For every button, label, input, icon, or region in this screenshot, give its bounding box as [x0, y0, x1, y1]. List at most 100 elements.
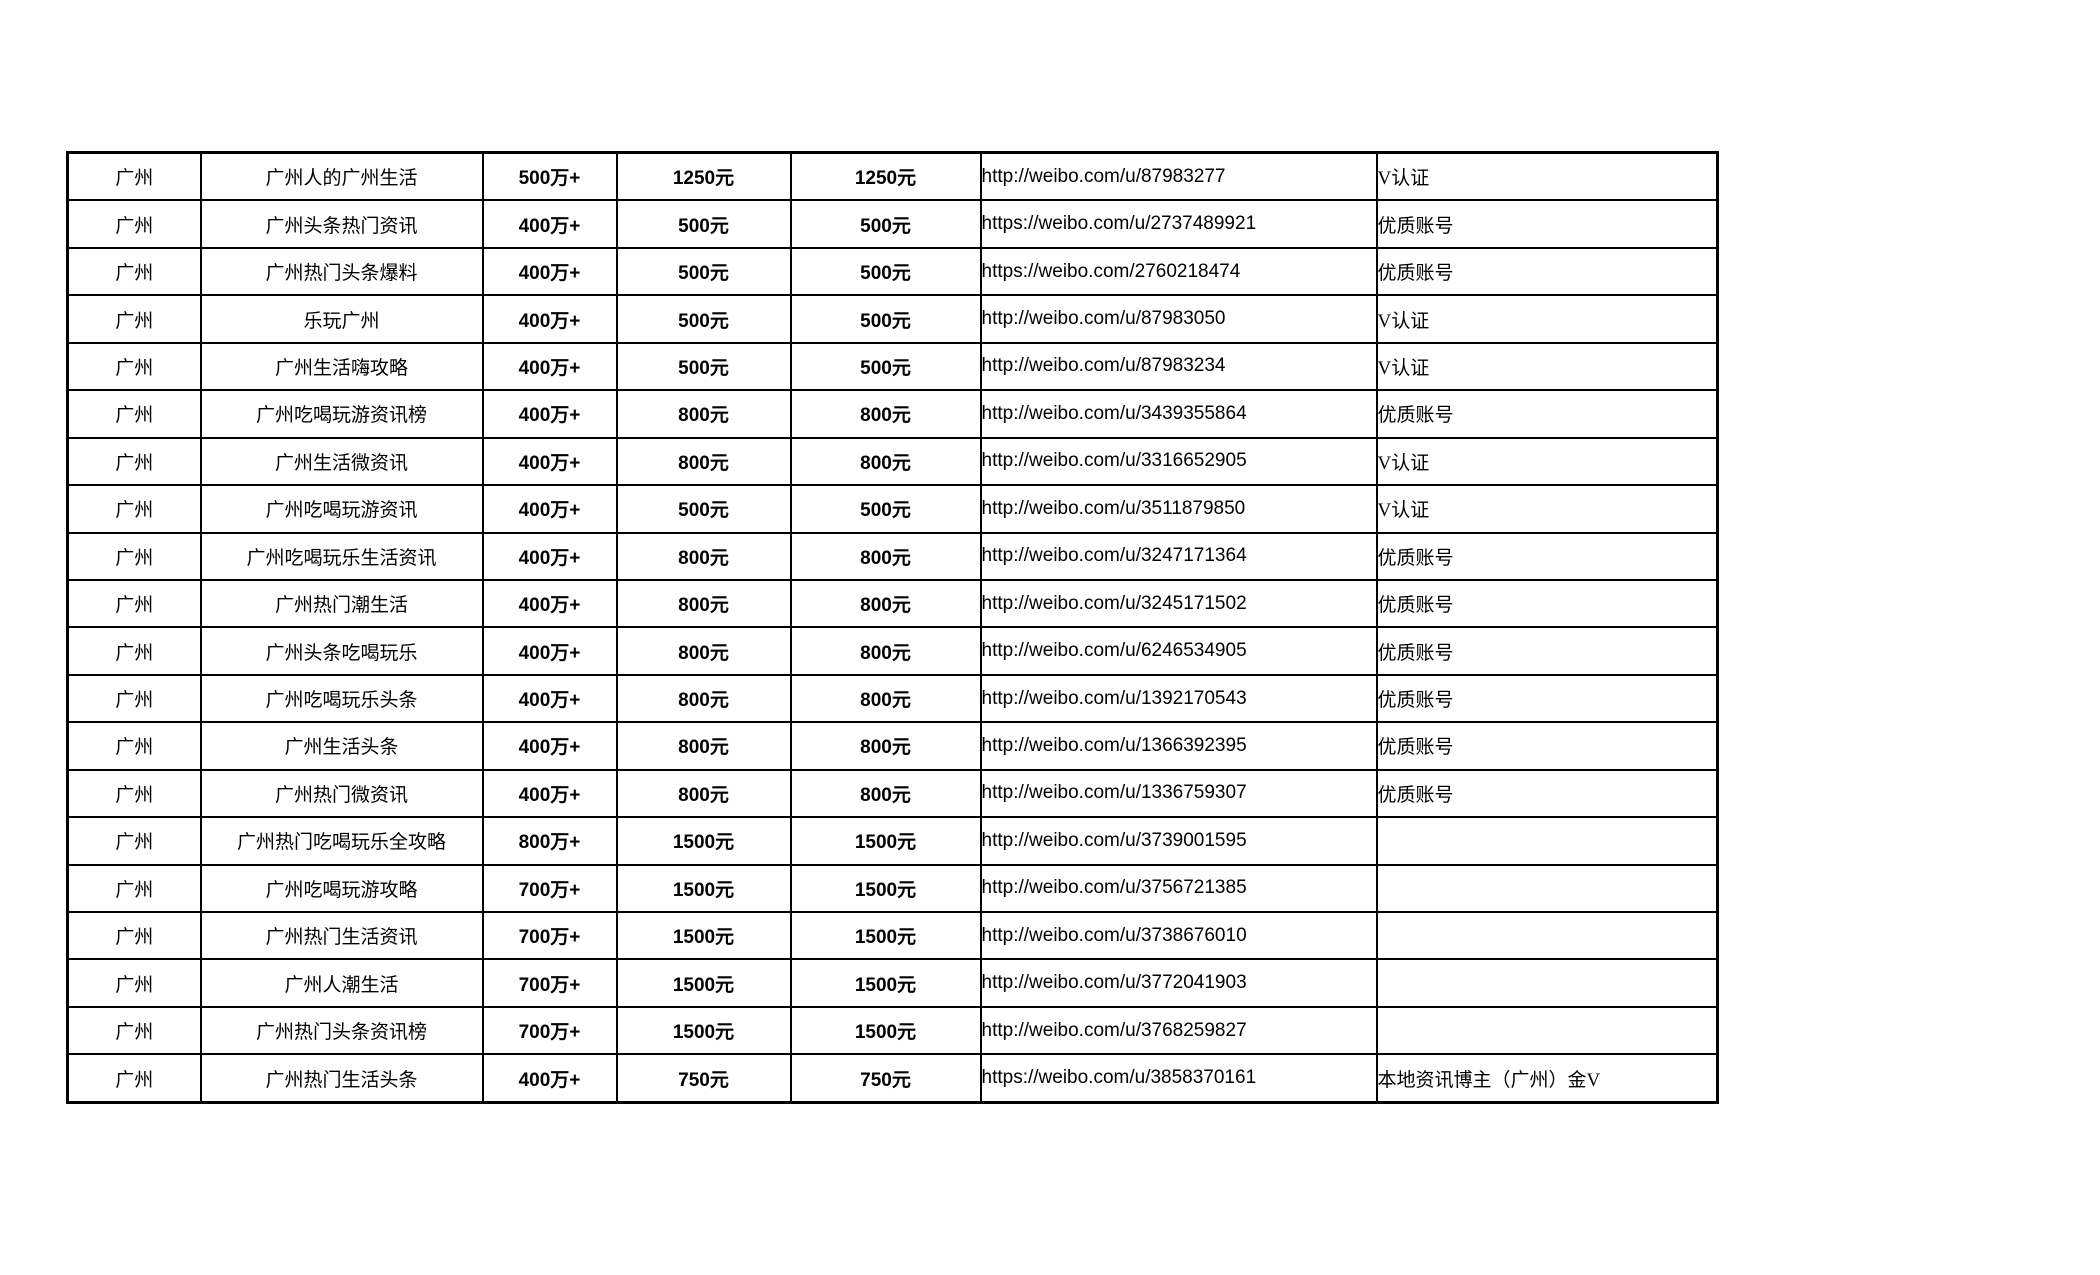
- cell-note: V认证: [1375, 294, 1719, 344]
- cell-note: 优质账号: [1375, 389, 1719, 439]
- table-row: 广州 广州吃喝玩游攻略 700万+ 1500元 1500元 http://wei…: [66, 863, 1719, 914]
- cell-followers: 700万+: [481, 1005, 618, 1056]
- cell-price-1: 800元: [615, 436, 792, 487]
- table-row: 广州 广州热门生活资讯 700万+ 1500元 1500元 http://wei…: [66, 910, 1719, 961]
- cell-note: 优质账号: [1375, 626, 1719, 676]
- cell-note: 优质账号: [1375, 578, 1719, 629]
- cell-url: http://weibo.com/u/3772041903: [979, 958, 1378, 1008]
- table-row: 广州 广州吃喝玩游资讯 400万+ 500元 500元 http://weibo…: [66, 484, 1719, 534]
- cell-price-2: 1500元: [789, 816, 982, 866]
- cell-url: http://weibo.com/u/1366392395: [979, 721, 1378, 771]
- cell-url: http://weibo.com/u/87983234: [979, 341, 1378, 392]
- cell-price-1: 500元: [615, 246, 792, 297]
- cell-price-1: 1500元: [615, 816, 792, 866]
- cell-account-name: 广州生活头条: [199, 721, 484, 771]
- spreadsheet-area: 广州 广州人的广州生活 500万+ 1250元 1250元 http://wei…: [66, 151, 1719, 1104]
- cell-price-2: 800元: [789, 436, 982, 487]
- table-row: 广州 广州人潮生活 700万+ 1500元 1500元 http://weibo…: [66, 958, 1719, 1008]
- cell-price-2: 800元: [789, 768, 982, 819]
- cell-followers: 400万+: [481, 1053, 618, 1104]
- cell-url: http://weibo.com/u/3247171364: [979, 531, 1378, 581]
- cell-price-2: 500元: [789, 341, 982, 392]
- cell-account-name: 广州吃喝玩乐头条: [199, 673, 484, 724]
- table-row: 广州 广州生活头条 400万+ 800元 800元 http://weibo.c…: [66, 721, 1719, 771]
- cell-note: [1375, 816, 1719, 866]
- cell-price-1: 500元: [615, 341, 792, 392]
- cell-url: http://weibo.com/u/3511879850: [979, 484, 1378, 534]
- cell-account-name: 广州吃喝玩游攻略: [199, 863, 484, 914]
- cell-price-1: 1250元: [615, 151, 792, 202]
- cell-url: https://weibo.com/2760218474: [979, 246, 1378, 297]
- cell-city: 广州: [66, 341, 202, 392]
- cell-price-2: 800元: [789, 721, 982, 771]
- cell-city: 广州: [66, 910, 202, 961]
- cell-account-name: 广州头条热门资讯: [199, 199, 484, 249]
- cell-account-name: 广州热门吃喝玩乐全攻略: [199, 816, 484, 866]
- cell-followers: 400万+: [481, 199, 618, 249]
- cell-city: 广州: [66, 151, 202, 202]
- cell-followers: 800万+: [481, 816, 618, 866]
- table-row: 广州 广州热门吃喝玩乐全攻略 800万+ 1500元 1500元 http://…: [66, 816, 1719, 866]
- cell-account-name: 广州热门潮生活: [199, 578, 484, 629]
- cell-city: 广州: [66, 816, 202, 866]
- cell-account-name: 广州人的广州生活: [199, 151, 484, 202]
- cell-price-2: 500元: [789, 294, 982, 344]
- cell-account-name: 广州生活嗨攻略: [199, 341, 484, 392]
- table-row: 广州 广州人的广州生活 500万+ 1250元 1250元 http://wei…: [66, 151, 1719, 202]
- cell-price-2: 1500元: [789, 863, 982, 914]
- cell-price-2: 1250元: [789, 151, 982, 202]
- cell-account-name: 广州生活微资讯: [199, 436, 484, 487]
- cell-followers: 400万+: [481, 294, 618, 344]
- cell-price-1: 800元: [615, 768, 792, 819]
- table-row: 广州 广州吃喝玩乐头条 400万+ 800元 800元 http://weibo…: [66, 673, 1719, 724]
- cell-note: V认证: [1375, 436, 1719, 487]
- cell-price-1: 800元: [615, 626, 792, 676]
- cell-url: http://weibo.com/u/3439355864: [979, 389, 1378, 439]
- cell-price-2: 750元: [789, 1053, 982, 1104]
- cell-price-1: 800元: [615, 721, 792, 771]
- cell-price-1: 800元: [615, 389, 792, 439]
- cell-note: 优质账号: [1375, 673, 1719, 724]
- cell-followers: 400万+: [481, 721, 618, 771]
- cell-city: 广州: [66, 199, 202, 249]
- cell-price-1: 750元: [615, 1053, 792, 1104]
- cell-note: V认证: [1375, 151, 1719, 202]
- table-row: 广州 广州热门微资讯 400万+ 800元 800元 http://weibo.…: [66, 768, 1719, 819]
- cell-url: http://weibo.com/u/3768259827: [979, 1005, 1378, 1056]
- table-row: 广州 广州吃喝玩乐生活资讯 400万+ 800元 800元 http://wei…: [66, 531, 1719, 581]
- cell-price-1: 500元: [615, 199, 792, 249]
- cell-city: 广州: [66, 578, 202, 629]
- cell-note: 优质账号: [1375, 768, 1719, 819]
- cell-followers: 400万+: [481, 246, 618, 297]
- cell-city: 广州: [66, 721, 202, 771]
- cell-followers: 700万+: [481, 958, 618, 1008]
- cell-account-name: 广州热门微资讯: [199, 768, 484, 819]
- cell-url: http://weibo.com/u/3738676010: [979, 910, 1378, 961]
- cell-account-name: 广州吃喝玩游资讯榜: [199, 389, 484, 439]
- cell-note: 优质账号: [1375, 721, 1719, 771]
- table-row: 广州 广州头条热门资讯 400万+ 500元 500元 https://weib…: [66, 199, 1719, 249]
- cell-note: V认证: [1375, 341, 1719, 392]
- cell-account-name: 广州吃喝玩乐生活资讯: [199, 531, 484, 581]
- cell-followers: 400万+: [481, 578, 618, 629]
- cell-city: 广州: [66, 389, 202, 439]
- cell-price-1: 1500元: [615, 910, 792, 961]
- table-row: 广州 广州生活微资讯 400万+ 800元 800元 http://weibo.…: [66, 436, 1719, 487]
- cell-url: https://weibo.com/u/3858370161: [979, 1053, 1378, 1104]
- cell-city: 广州: [66, 1053, 202, 1104]
- table-row: 广州 乐玩广州 400万+ 500元 500元 http://weibo.com…: [66, 294, 1719, 344]
- cell-city: 广州: [66, 484, 202, 534]
- cell-account-name: 广州头条吃喝玩乐: [199, 626, 484, 676]
- cell-price-1: 1500元: [615, 1005, 792, 1056]
- table-row: 广州 广州热门头条爆料 400万+ 500元 500元 https://weib…: [66, 246, 1719, 297]
- cell-followers: 400万+: [481, 484, 618, 534]
- cell-account-name: 乐玩广州: [199, 294, 484, 344]
- cell-account-name: 广州吃喝玩游资讯: [199, 484, 484, 534]
- cell-city: 广州: [66, 1005, 202, 1056]
- cell-followers: 400万+: [481, 673, 618, 724]
- cell-price-1: 800元: [615, 673, 792, 724]
- cell-city: 广州: [66, 958, 202, 1008]
- cell-note: 优质账号: [1375, 246, 1719, 297]
- cell-url: http://weibo.com/u/6246534905: [979, 626, 1378, 676]
